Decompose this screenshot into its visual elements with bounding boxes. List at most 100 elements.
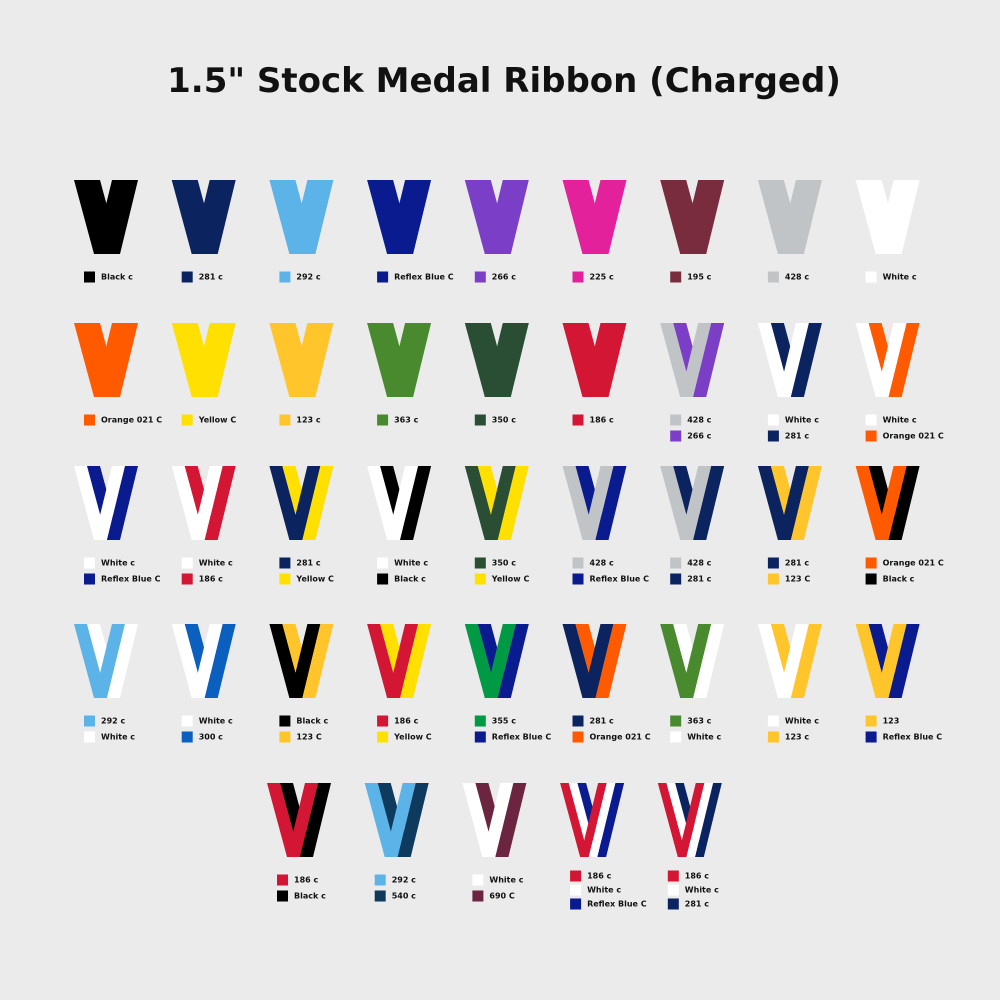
swatch-label: White c (785, 416, 819, 425)
ribbon-stripe (107, 466, 138, 540)
ribbon-item: Orange 021 C Black c (855, 466, 944, 585)
color-swatch (865, 557, 877, 569)
swatch-label: 123 C (296, 733, 321, 742)
ribbon-stripe (387, 323, 432, 397)
color-swatch (181, 557, 193, 569)
ribbon-stripe (777, 466, 809, 540)
swatch-label: 186 c (590, 416, 614, 425)
ribbon-item: White c 123 c (757, 624, 822, 743)
color-swatch (181, 731, 193, 743)
ribbon-stripe (387, 624, 419, 698)
swatch-label: 350 c (492, 416, 516, 425)
page-title: 1.5" Stock Medal Ribbon (Charged) (167, 61, 841, 101)
ribbon-item: Black c (74, 180, 138, 283)
color-swatch (865, 414, 877, 426)
swatch-label: Yellow C (491, 575, 530, 584)
ribbon-item: 292 c 540 c (364, 783, 429, 902)
color-swatch (667, 898, 679, 910)
swatch-label: 123 c (785, 733, 809, 742)
ribbon-stripe (289, 624, 321, 698)
color-swatch (377, 557, 389, 569)
ribbon-stripe (397, 783, 429, 857)
swatch-label: 428 c (590, 559, 614, 568)
color-swatch (279, 271, 291, 283)
ribbon-item: 350 c Yellow C (464, 466, 530, 585)
ribbon-stripe (387, 466, 419, 540)
swatch-label: 123 c (296, 416, 320, 425)
color-swatch (572, 271, 584, 283)
swatch-label: White c (101, 733, 135, 742)
ribbon-stripe (300, 783, 331, 857)
swatch-label: Black c (883, 575, 915, 584)
color-swatch (767, 271, 779, 283)
color-swatch (277, 874, 288, 886)
swatch-label: 186 c (199, 575, 223, 584)
ribbon-stripe (560, 783, 589, 857)
ribbon-stripe (693, 323, 725, 397)
ribbon-item: 186 c Black c (267, 783, 331, 902)
color-swatch (572, 715, 584, 727)
swatch-label: Orange 021 C (590, 733, 651, 742)
swatch-label: White c (785, 717, 819, 726)
ribbon-item: 186 c Yellow C (367, 624, 432, 743)
ribbon-stripe (107, 624, 138, 698)
ribbon-item: White c Orange 021 C (855, 323, 944, 442)
ribbon-item: White c 186 c (171, 466, 236, 585)
color-swatch (767, 731, 779, 743)
ribbon-item: White c Black c (367, 466, 432, 585)
swatch-label: Yellow C (295, 575, 334, 584)
color-swatch (277, 890, 288, 902)
swatch-label: Black c (394, 575, 426, 584)
ribbon-item: 428 c 266 c (660, 323, 725, 442)
color-swatch (84, 715, 95, 727)
color-swatch (279, 557, 291, 569)
swatch-label: White c (394, 559, 428, 568)
color-swatch (474, 573, 486, 585)
color-swatch (84, 557, 95, 569)
ribbon-stripe (680, 624, 712, 698)
ribbon-item: 195 c (660, 180, 725, 283)
ribbon-stripe (686, 783, 714, 857)
ribbon-stripe (790, 624, 822, 698)
swatch-label: White c (587, 886, 621, 895)
ribbon-stripe (204, 466, 236, 540)
color-swatch (670, 430, 682, 442)
ribbon-stripe (484, 180, 529, 254)
swatch-label: 281 c (296, 559, 320, 568)
ribbon-stripe (497, 624, 529, 698)
ribbon-stripe (484, 323, 529, 397)
ribbon-item: Black c 123 C (269, 624, 334, 743)
ribbon-stripe (94, 466, 125, 540)
ribbon-stripe (595, 624, 627, 698)
color-swatch (865, 731, 877, 743)
ribbon-item: 123 Reflex Blue C (855, 624, 942, 743)
swatch-label: Black c (101, 273, 133, 282)
swatch-label: Reflex Blue C (492, 733, 552, 742)
color-swatch (670, 731, 682, 743)
swatch-label: 186 c (394, 717, 418, 726)
swatch-label: 123 (883, 717, 900, 726)
ribbon-item: 123 c (269, 323, 334, 426)
color-swatch (181, 414, 193, 426)
color-swatch (670, 414, 682, 426)
color-swatch (667, 884, 679, 896)
color-swatch (377, 731, 389, 743)
swatch-label: 195 c (687, 273, 711, 282)
ribbon-item: 428 c 281 c (660, 466, 725, 585)
color-swatch (667, 870, 679, 882)
color-swatch (377, 414, 389, 426)
ribbon-stripe (289, 323, 334, 397)
color-swatch (84, 731, 95, 743)
color-swatch (474, 271, 486, 283)
swatch-label: White c (199, 717, 233, 726)
color-swatch (570, 870, 582, 882)
color-swatch (670, 573, 682, 585)
swatch-label: 186 c (587, 872, 611, 881)
swatch-label: White c (199, 559, 233, 568)
ribbon-item: 428 c (757, 180, 822, 283)
color-swatch (377, 573, 389, 585)
ribbon-stripe (302, 466, 334, 540)
ribbon-stripe (790, 323, 822, 397)
color-swatch (767, 715, 779, 727)
ribbon-stripe (777, 180, 822, 254)
